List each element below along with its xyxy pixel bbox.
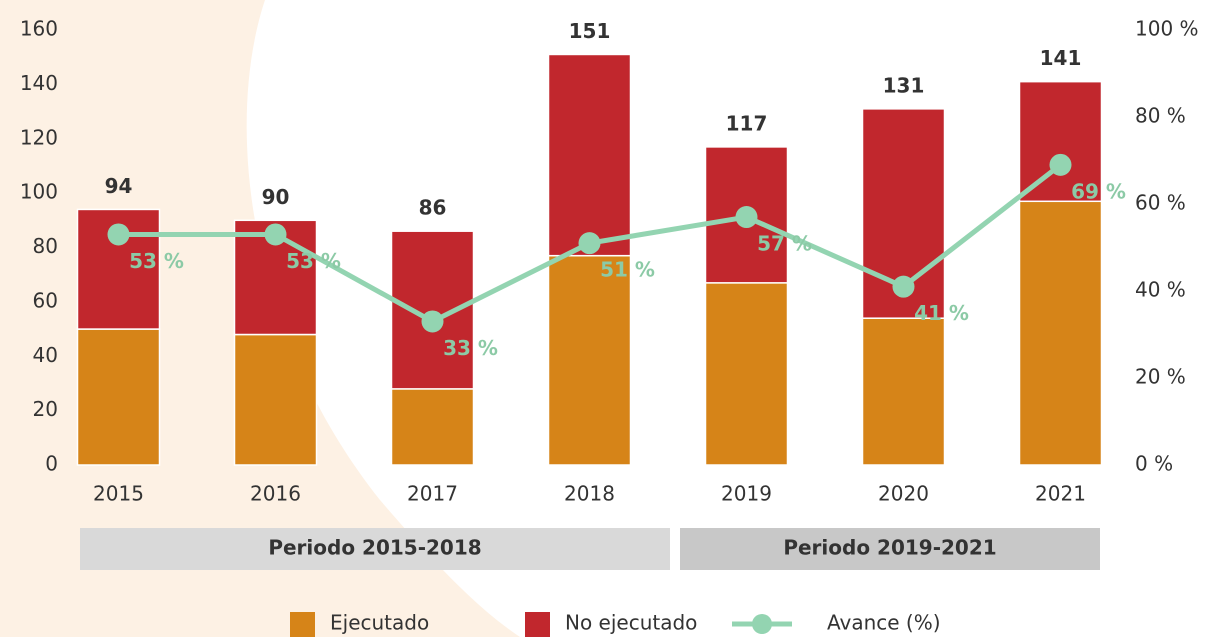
x-tick-label: 2015 [93, 482, 144, 506]
line-value-label: 33 % [443, 336, 498, 360]
legend-label: Ejecutado [330, 611, 429, 635]
line-value-label: 53 % [286, 249, 341, 273]
line-value-label: 41 % [914, 301, 969, 325]
bar-segment [76, 328, 161, 466]
y-tick-label: 40 [33, 343, 58, 367]
line-value-label: 53 % [129, 249, 184, 273]
y2-tick-label: 20 % [1135, 365, 1186, 389]
legend-swatch [525, 612, 550, 637]
line-point [892, 275, 915, 298]
total-label: 94 [105, 174, 133, 198]
total-label: 151 [569, 19, 611, 43]
y2-tick-label: 80 % [1135, 104, 1186, 128]
y2-tick-label: 100 % [1135, 17, 1199, 41]
y-tick-label: 60 [33, 288, 58, 312]
y-tick-label: 160 [20, 17, 58, 41]
legend-swatch [290, 612, 315, 637]
y-tick-label: 80 [33, 234, 58, 258]
y-tick-label: 120 [20, 125, 58, 149]
x-tick-label: 2016 [250, 482, 301, 506]
bar-segment [233, 333, 318, 466]
bar-segment [390, 230, 475, 390]
y2-tick-label: 40 % [1135, 278, 1186, 302]
line-value-label: 51 % [600, 258, 655, 282]
x-tick-label: 2021 [1035, 482, 1086, 506]
bar-segment [861, 317, 946, 466]
total-label: 131 [883, 73, 925, 97]
bar-segment [1018, 200, 1103, 466]
line-point [735, 206, 758, 229]
bar-segment [1018, 80, 1103, 203]
total-label: 86 [419, 196, 447, 220]
period-band [680, 528, 1100, 570]
bar-segment [547, 53, 632, 257]
legend-point [752, 614, 772, 634]
y2-tick-label: 60 % [1135, 191, 1186, 215]
total-label: 90 [262, 185, 290, 209]
x-tick-label: 2020 [878, 482, 929, 506]
period-label: Periodo 2015-2018 [268, 536, 481, 560]
x-tick-label: 2017 [407, 482, 458, 506]
line-point [578, 232, 601, 255]
line-point [1049, 153, 1072, 176]
y-tick-label: 20 [33, 397, 58, 421]
bar-segment [390, 388, 475, 466]
line-point [264, 223, 287, 246]
y-tick-label: 140 [20, 71, 58, 95]
legend-label: Avance (%) [827, 611, 941, 635]
x-tick-label: 2018 [564, 482, 615, 506]
y-tick-label: 0 [45, 452, 58, 476]
x-tick-label: 2019 [721, 482, 772, 506]
total-label: 141 [1040, 46, 1082, 70]
period-label: Periodo 2019-2021 [783, 536, 996, 560]
line-value-label: 57 % [757, 232, 812, 256]
period-band [80, 528, 670, 570]
line-point [107, 223, 130, 246]
y2-tick-label: 0 % [1135, 452, 1173, 476]
line-value-label: 69 % [1071, 179, 1126, 203]
legend-label: No ejecutado [565, 611, 697, 635]
bar-segment [704, 282, 789, 466]
bar-segment [547, 254, 632, 466]
line-point [421, 310, 444, 333]
total-label: 117 [726, 111, 768, 135]
y-tick-label: 100 [20, 180, 58, 204]
